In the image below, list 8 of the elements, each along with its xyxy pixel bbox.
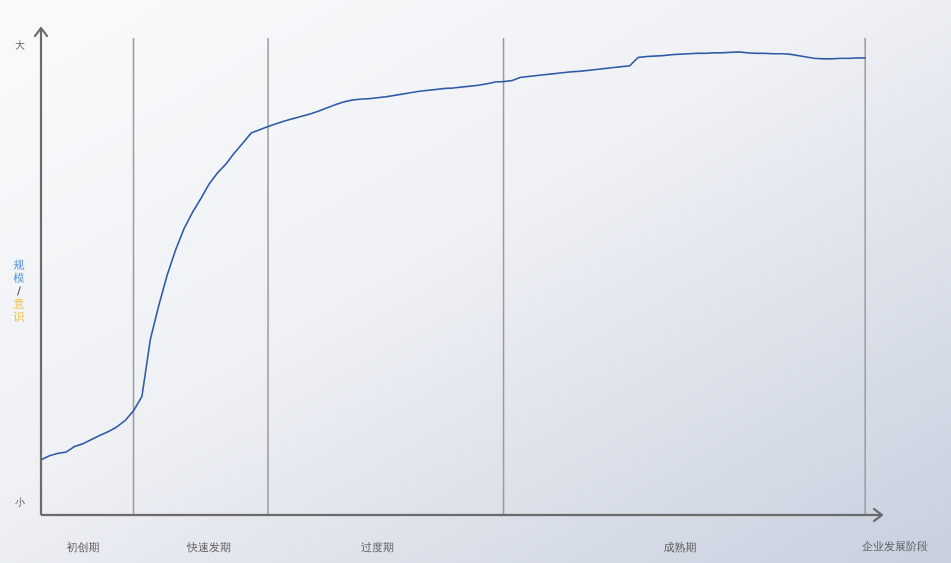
x-tick-label: 过度期	[360, 540, 394, 554]
x-tick-label: 快速发期	[186, 540, 232, 554]
x-axis-title: 企业发展阶段	[862, 540, 928, 554]
x-tick-label: 成熟期	[664, 540, 697, 554]
y-axis-title: 规模/意识	[12, 258, 24, 324]
text: 大	[15, 40, 25, 52]
text: 小	[15, 496, 25, 509]
x-tick-label: 初创期	[66, 540, 100, 554]
